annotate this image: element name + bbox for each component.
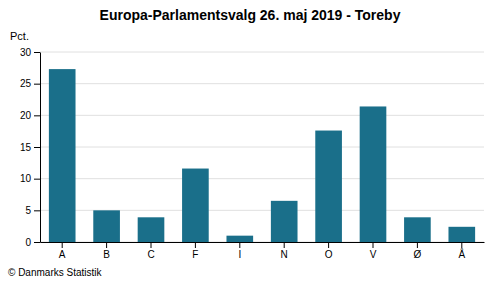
title: Europa-Parlamentsvalg 26. maj 2019 - Tor… bbox=[100, 7, 401, 23]
tick: 5 bbox=[25, 205, 40, 216]
grid-line bbox=[40, 52, 484, 53]
tick-mark bbox=[34, 179, 40, 180]
chart: Europa-Parlamentsvalg 26. maj 2019 - Tor… bbox=[0, 0, 500, 282]
grid-line bbox=[40, 178, 484, 179]
grid bbox=[40, 52, 484, 242]
tick: F bbox=[192, 242, 198, 260]
tick-mark bbox=[195, 242, 196, 248]
bar bbox=[182, 169, 209, 242]
grid-line bbox=[40, 115, 484, 116]
footer: © Danmarks Statistik bbox=[8, 267, 103, 278]
plot: 0 5 10 15 20 25 30 A B C F I N O V Ø Å bbox=[20, 47, 485, 260]
tick: Å bbox=[458, 242, 465, 260]
tick-mark bbox=[34, 147, 40, 148]
tick: V bbox=[370, 242, 377, 260]
bar bbox=[93, 210, 120, 242]
tick-label: B bbox=[103, 249, 110, 260]
tick-mark bbox=[34, 52, 40, 53]
tick-label: 10 bbox=[20, 173, 32, 184]
tick-label: C bbox=[147, 249, 154, 260]
grid-line bbox=[40, 83, 484, 84]
tick-mark bbox=[239, 242, 240, 248]
bar bbox=[360, 106, 387, 242]
tick-label: A bbox=[59, 249, 66, 260]
bar bbox=[49, 69, 76, 242]
grid-line bbox=[40, 147, 484, 148]
tick-label: 20 bbox=[20, 110, 32, 121]
tick-label: 25 bbox=[20, 78, 32, 89]
tick-label: O bbox=[325, 249, 333, 260]
bar bbox=[404, 217, 431, 242]
bar bbox=[226, 236, 253, 242]
tick-label: V bbox=[370, 249, 377, 260]
bar bbox=[271, 201, 298, 242]
tick-mark bbox=[106, 242, 107, 248]
tick-label: 15 bbox=[20, 142, 32, 153]
tick: 0 bbox=[25, 237, 40, 248]
tick: N bbox=[281, 242, 288, 260]
tick-mark bbox=[34, 242, 40, 243]
tick: O bbox=[325, 242, 333, 260]
tick-label: 30 bbox=[20, 47, 32, 58]
tick-label: Ø bbox=[414, 249, 422, 260]
tick-mark bbox=[62, 242, 63, 248]
tick-label: Å bbox=[458, 248, 465, 260]
tick-mark bbox=[461, 242, 462, 248]
y-label: Pct. bbox=[10, 30, 29, 42]
tick: B bbox=[103, 242, 110, 260]
tick-label: N bbox=[281, 249, 288, 260]
tick-label: 0 bbox=[25, 237, 31, 248]
tick: 15 bbox=[20, 142, 40, 153]
tick-label: 5 bbox=[25, 205, 31, 216]
tick-mark bbox=[328, 242, 329, 248]
bar bbox=[448, 227, 475, 242]
x-axis: ABCFINOVØÅ bbox=[41, 242, 485, 260]
tick: 10 bbox=[20, 173, 40, 184]
bar bbox=[138, 217, 165, 242]
bars bbox=[49, 69, 475, 242]
tick: 20 bbox=[20, 110, 40, 121]
tick: Ø bbox=[414, 242, 422, 260]
tick: 25 bbox=[20, 78, 40, 89]
tick: C bbox=[147, 242, 154, 260]
tick-label: I bbox=[238, 249, 241, 260]
axis-line bbox=[40, 53, 41, 243]
tick-mark bbox=[34, 84, 40, 85]
tick-mark bbox=[417, 242, 418, 248]
tick: A bbox=[59, 242, 66, 260]
tick: 30 bbox=[20, 47, 40, 58]
tick-mark bbox=[151, 242, 152, 248]
tick-mark bbox=[34, 210, 40, 211]
tick-mark bbox=[284, 242, 285, 248]
tick: I bbox=[238, 242, 241, 260]
bar bbox=[315, 131, 342, 242]
y-axis: 0 5 10 15 20 25 30 bbox=[20, 47, 41, 248]
tick-mark bbox=[373, 242, 374, 248]
tick-label: F bbox=[192, 249, 198, 260]
tick-mark bbox=[34, 115, 40, 116]
